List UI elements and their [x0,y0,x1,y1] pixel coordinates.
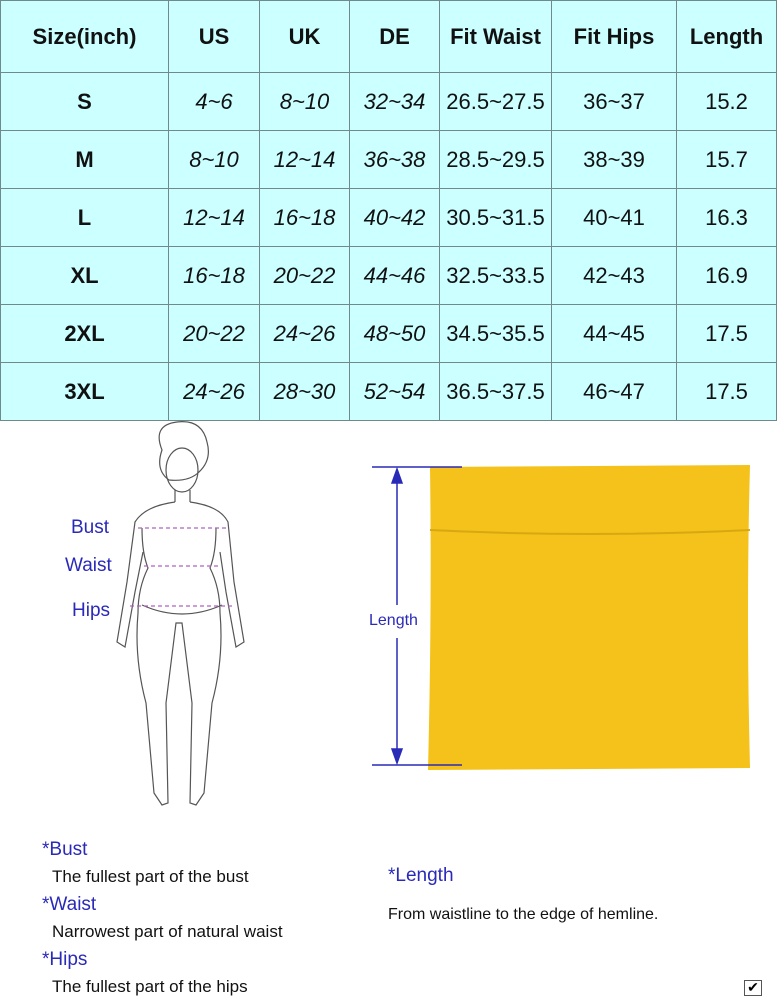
header-size: Size(inch) [0,0,169,73]
table-cell: 38~39 [551,130,677,189]
table-cell: 12~14 [259,130,350,189]
waist-definition: Narrowest part of natural waist [52,922,283,941]
table-row: XL 16~18 20~22 44~46 32.5~33.5 42~43 16.9 [0,246,777,305]
table-row: S 4~6 8~10 32~34 26.5~27.5 36~37 15.2 [0,72,777,131]
table-cell: 16.3 [676,188,777,247]
table-cell: 46~47 [551,362,677,421]
table-row: M 8~10 12~14 36~38 28.5~29.5 38~39 15.7 [0,130,777,189]
table-cell: 16.9 [676,246,777,305]
bust-term: *Bust [42,839,88,860]
size-cell: L [0,188,169,247]
waist-term: *Waist [42,894,97,915]
table-cell: 17.5 [676,304,777,363]
table-cell: 24~26 [259,304,350,363]
length-definition: From waistline to the edge of hemline. [388,906,659,923]
table-cell: 16~18 [259,188,350,247]
checkmark-icon: ✔ [744,980,762,996]
table-cell: 52~54 [349,362,440,421]
header-length: Length [676,0,777,73]
size-cell: 2XL [0,304,169,363]
table-cell: 4~6 [168,72,260,131]
table-cell: 8~10 [259,72,350,131]
table-cell: 17.5 [676,362,777,421]
size-chart-table: Size(inch) US UK DE Fit Waist Fit Hips L… [0,0,777,421]
size-cell: 3XL [0,362,169,421]
bust-label: Bust [71,517,110,538]
table-row: 2XL 20~22 24~26 48~50 34.5~35.5 44~45 17.5 [0,304,777,363]
table-cell: 28~30 [259,362,350,421]
table-cell: 20~22 [168,304,260,363]
length-label: Length [369,612,418,629]
skirt-shape [428,465,750,770]
header-fit-hips: Fit Hips [551,0,677,73]
header-de: DE [349,0,440,73]
table-cell: 36.5~37.5 [439,362,552,421]
size-cell: M [0,130,169,189]
table-cell: 36~37 [551,72,677,131]
table-cell: 44~45 [551,304,677,363]
table-cell: 15.7 [676,130,777,189]
header-fit-waist: Fit Waist [439,0,552,73]
length-term: *Length [388,865,454,886]
header-uk: UK [259,0,350,73]
size-cell: XL [0,246,169,305]
table-cell: 34.5~35.5 [439,304,552,363]
table-cell: 36~38 [349,130,440,189]
size-cell: S [0,72,169,131]
table-cell: 30.5~31.5 [439,188,552,247]
body-measurement-figure [116,421,245,806]
table-cell: 8~10 [168,130,260,189]
header-us: US [168,0,260,73]
waist-label: Waist [65,555,112,576]
table-cell: 15.2 [676,72,777,131]
table-header-row: Size(inch) US UK DE Fit Waist Fit Hips L… [0,0,777,73]
table-row: 3XL 24~26 28~30 52~54 36.5~37.5 46~47 17.5 [0,362,777,421]
skirt-image [372,465,751,770]
table-cell: 32.5~33.5 [439,246,552,305]
length-arrow [372,466,462,766]
table-cell: 48~50 [349,304,440,363]
hips-definition: The fullest part of the hips [52,977,248,996]
table-cell: 24~26 [168,362,260,421]
table-cell: 32~34 [349,72,440,131]
table-row: L 12~14 16~18 40~42 30.5~31.5 40~41 16.3 [0,188,777,247]
table-cell: 20~22 [259,246,350,305]
table-cell: 42~43 [551,246,677,305]
table-cell: 40~41 [551,188,677,247]
table-cell: 40~42 [349,188,440,247]
table-cell: 12~14 [168,188,260,247]
bust-definition: The fullest part of the bust [52,867,249,886]
table-cell: 16~18 [168,246,260,305]
table-cell: 44~46 [349,246,440,305]
hips-label: Hips [72,600,111,621]
hips-term: *Hips [42,949,88,970]
table-cell: 26.5~27.5 [439,72,552,131]
table-cell: 28.5~29.5 [439,130,552,189]
